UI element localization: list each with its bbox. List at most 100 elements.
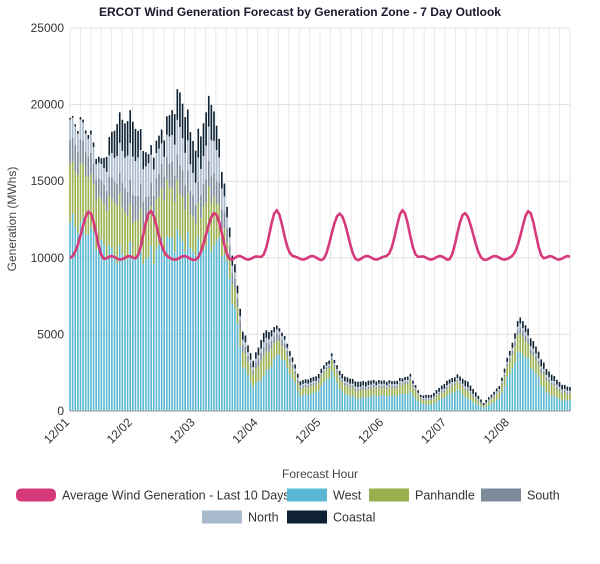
bar-segment-north: [508, 355, 511, 358]
bar-segment-coastal: [357, 381, 359, 388]
bar-segment-west: [485, 406, 488, 411]
bar-segment-coastal: [365, 381, 367, 387]
bar-segment-south: [262, 347, 265, 356]
bar-segment-west: [307, 395, 310, 411]
bar-segment-north: [142, 169, 145, 202]
bar-segment-panhandle: [550, 385, 553, 397]
bar-segment-west: [168, 237, 171, 411]
bar-segment-panhandle: [244, 353, 247, 369]
bar-segment-west: [561, 401, 563, 411]
bar-segment-west: [210, 251, 213, 411]
bar-segment-west: [472, 402, 474, 411]
bar-segment-north: [152, 169, 155, 196]
bar-segment-west: [357, 398, 359, 411]
bar-segment-west: [338, 389, 341, 411]
bar-segment-north: [74, 126, 77, 146]
bar-segment-north: [283, 339, 286, 344]
bar-segment-south: [388, 384, 391, 388]
bar-segment-north: [537, 358, 540, 361]
bar-segment-north: [103, 168, 105, 185]
bar-segment-coastal: [522, 321, 524, 328]
bar-segment-north: [378, 383, 380, 386]
bar-segment-north: [289, 355, 291, 359]
bar-segment-south: [69, 140, 71, 164]
bar-segment-west: [176, 228, 179, 411]
bar-segment-west: [553, 395, 556, 411]
bar-segment-coastal: [189, 132, 192, 165]
bar-segment-south: [226, 228, 228, 243]
bar-segment-panhandle: [142, 227, 145, 265]
bar-segment-west: [385, 396, 388, 411]
bar-segment-south: [260, 352, 262, 361]
bar-segment-coastal: [184, 117, 186, 153]
bar-segment-south: [137, 195, 139, 220]
legend-label: Average Wind Generation - Last 10 Days: [62, 489, 290, 503]
bar-segment-west: [150, 245, 152, 411]
bar-segment-panhandle: [289, 363, 291, 375]
bar-segment-panhandle: [414, 390, 417, 399]
bar-segment-west: [383, 395, 385, 411]
bar-segment-south: [378, 385, 380, 388]
bar-segment-coastal: [262, 332, 265, 343]
bar-segment-north: [173, 144, 176, 176]
bar-segment-north: [194, 182, 197, 206]
bar-segment-panhandle: [383, 387, 385, 396]
bar-segment-panhandle: [168, 188, 171, 238]
bar-segment-south: [550, 382, 553, 386]
bar-segment-south: [535, 356, 537, 361]
bar-segment-panhandle: [385, 389, 388, 397]
bar-segment-coastal: [414, 385, 417, 388]
bar-segment-west: [202, 249, 205, 411]
x-tick-label: 12/06: [355, 415, 386, 446]
bar-segment-south: [474, 397, 477, 400]
bar-segment-west: [137, 257, 139, 411]
bar-segment-north: [372, 383, 375, 385]
bar-segment-south: [548, 379, 550, 383]
bar-segment-panhandle: [336, 372, 338, 383]
bar-segment-south: [399, 382, 401, 385]
bar-segment-coastal: [113, 130, 116, 158]
bar-segment-south: [307, 385, 310, 388]
bar-segment-south: [234, 278, 236, 289]
bar-segment-west: [302, 395, 304, 411]
bar-segment-panhandle: [537, 364, 540, 378]
bar-segment-coastal: [396, 380, 399, 385]
bar-segment-south: [543, 371, 545, 375]
bar-segment-coastal: [328, 360, 330, 365]
bar-segment-west: [276, 354, 278, 411]
stacked-bars: [69, 89, 571, 411]
bar-segment-west: [548, 393, 550, 411]
bar-segment-panhandle: [281, 345, 283, 360]
bar-segment-north: [459, 380, 461, 383]
bar-segment-west: [480, 406, 482, 411]
bar-segment-coastal: [79, 117, 82, 120]
bar-segment-south: [325, 367, 328, 370]
bar-segment-coastal: [255, 352, 257, 359]
bar-segment-coastal: [425, 394, 427, 398]
bar-segment-west: [273, 358, 275, 411]
bar-segment-west: [97, 241, 100, 411]
bar-segment-coastal: [451, 378, 453, 383]
bar-segment-west: [380, 395, 383, 411]
bar-segment-north: [134, 161, 137, 196]
bar-segment-west: [351, 395, 354, 411]
bar-segment-north: [396, 384, 399, 386]
bar-segment-panhandle: [268, 351, 270, 369]
bar-segment-north: [417, 392, 419, 394]
bar-segment-west: [252, 387, 255, 411]
bar-segment-south: [166, 157, 168, 180]
bar-segment-south: [176, 154, 179, 180]
bar-segment-panhandle: [501, 384, 503, 393]
bar-segment-south: [105, 190, 108, 211]
bar-segment-coastal: [207, 95, 210, 127]
bar-segment-south: [173, 175, 176, 202]
bar-segment-north: [137, 157, 139, 196]
bar-segment-panhandle: [330, 360, 333, 372]
bar-segment-panhandle: [406, 383, 409, 395]
bar-segment-west: [317, 390, 320, 411]
bar-segment-coastal: [289, 351, 291, 356]
bar-segment-west: [304, 393, 307, 411]
bar-segment-coastal: [310, 377, 312, 383]
bar-segment-west: [186, 231, 189, 411]
